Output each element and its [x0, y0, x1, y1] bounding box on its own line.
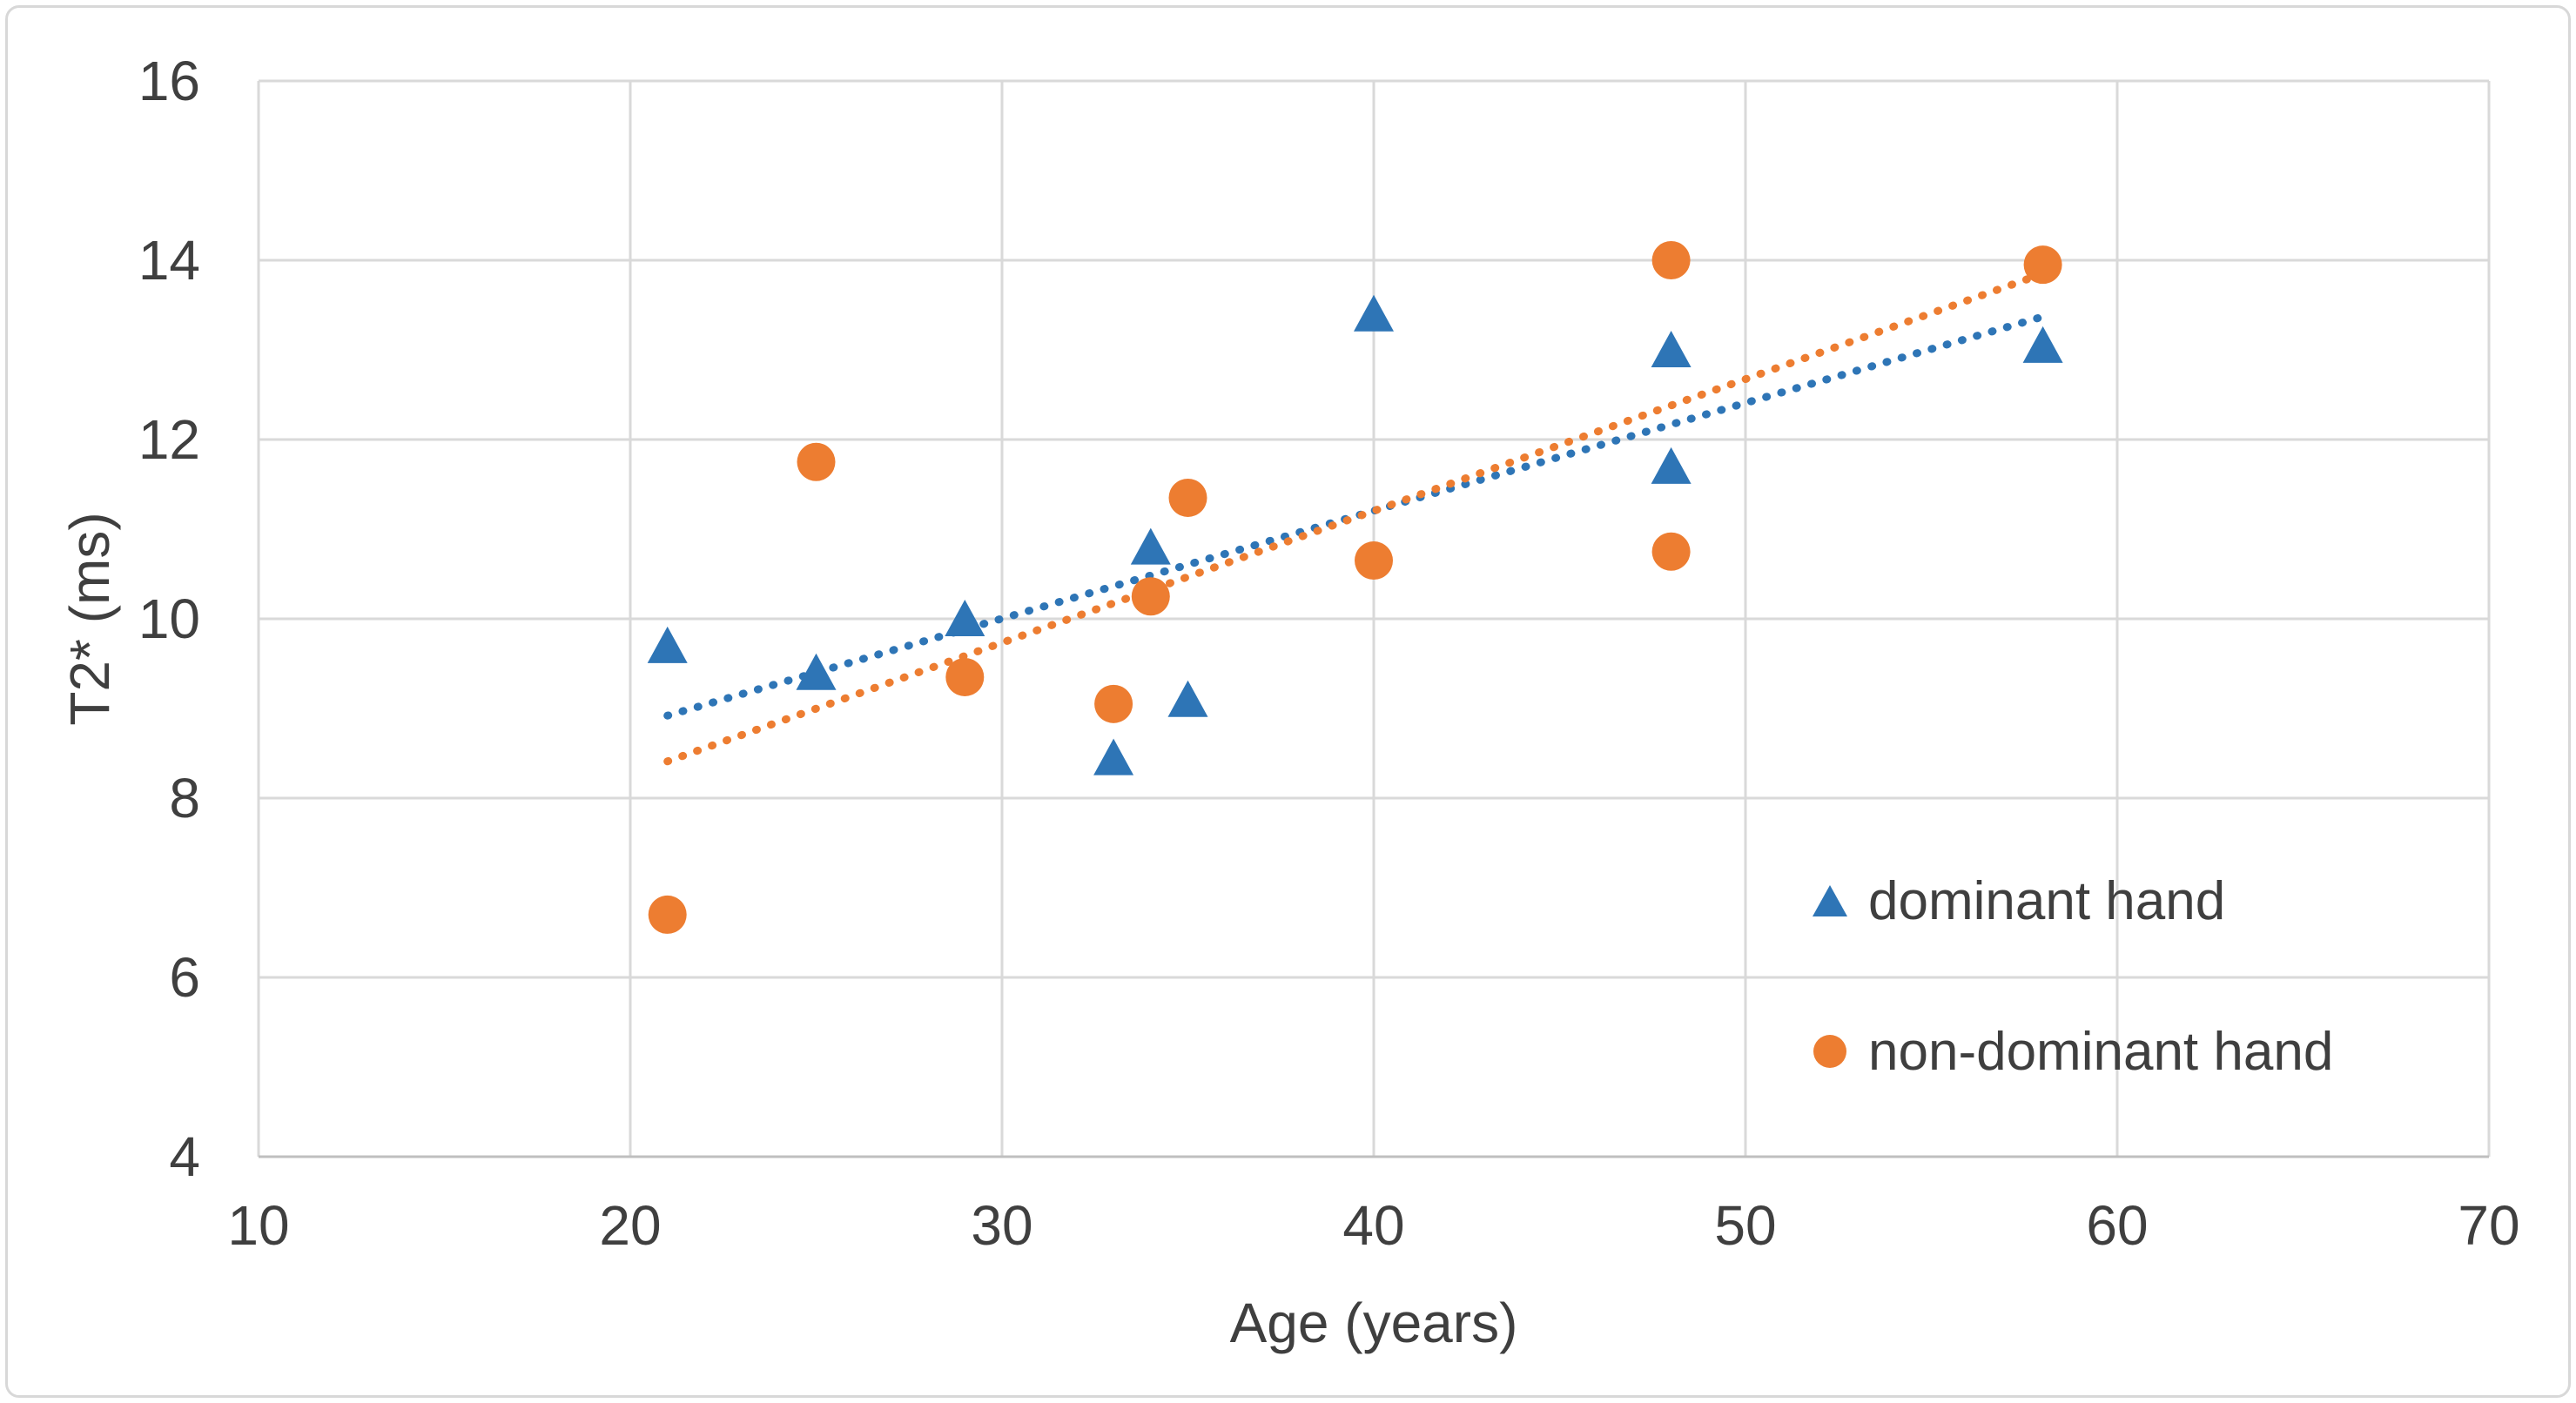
- x-tick-label-10: 10: [227, 1194, 290, 1257]
- marker-dominant-hand-5: [1167, 680, 1208, 717]
- marker-dominant-hand-8: [1651, 331, 1692, 367]
- y-tick-label-14: 14: [138, 229, 200, 292]
- legend-triangle-shape: [1813, 885, 1847, 916]
- marker-dominant-hand-0: [647, 626, 688, 663]
- marker-non-dominant-hand-8: [1651, 241, 1691, 279]
- legend-item-dominant-hand: dominant hand: [1809, 866, 2225, 936]
- marker-non-dominant-hand-0: [648, 895, 687, 934]
- marker-non-dominant-hand-5: [1168, 478, 1207, 517]
- marker-non-dominant-hand-9: [2023, 245, 2062, 285]
- marker-dominant-hand-2: [945, 600, 985, 636]
- x-tick-label-40: 40: [1342, 1194, 1405, 1257]
- x-tick-label-50: 50: [1714, 1194, 1777, 1257]
- marker-dominant-hand-7: [1651, 446, 1692, 484]
- marker-dominant-hand-1: [796, 653, 837, 690]
- marker-dominant-hand-4: [1130, 527, 1171, 565]
- marker-dominant-hand-6: [1354, 294, 1394, 332]
- legend-label: non-dominant hand: [1868, 1021, 2334, 1082]
- marker-non-dominant-hand-6: [1355, 541, 1393, 581]
- x-tick-label-20: 20: [599, 1194, 662, 1257]
- trendline-non-dominant-hand: [663, 269, 2048, 766]
- marker-non-dominant-hand-7: [1651, 532, 1691, 571]
- trendline-dominant-hand: [663, 312, 2048, 720]
- y-tick-label-8: 8: [169, 767, 200, 829]
- x-tick-label-60: 60: [2086, 1194, 2149, 1257]
- y-tick-label-12: 12: [138, 408, 200, 471]
- marker-non-dominant-hand-1: [797, 442, 836, 481]
- x-tick-label-30: 30: [971, 1194, 1033, 1257]
- y-tick-label-16: 16: [138, 50, 200, 112]
- marker-dominant-hand-9: [2022, 326, 2063, 363]
- legend-label: dominant hand: [1868, 870, 2226, 931]
- marker-non-dominant-hand-2: [945, 657, 985, 696]
- figure-border: [5, 5, 2571, 1398]
- triangle-icon: [1813, 885, 1847, 916]
- marker-dominant-hand-3: [1093, 738, 1134, 775]
- marker-non-dominant-hand-4: [1131, 577, 1170, 616]
- y-tick-label-4: 4: [169, 1125, 200, 1188]
- y-axis-title: T2* (ms): [58, 512, 121, 726]
- circle-icon: [1813, 1035, 1846, 1068]
- marker-non-dominant-hand-3: [1094, 684, 1133, 723]
- x-axis-title: Age (years): [1229, 1292, 1518, 1354]
- legend-item-non-dominant-hand: non-dominant hand: [1809, 1017, 2333, 1086]
- x-tick-label-70: 70: [2458, 1194, 2520, 1257]
- y-tick-label-10: 10: [138, 587, 200, 650]
- y-tick-label-6: 6: [169, 946, 200, 1009]
- legend-circle-shape: [1813, 1035, 1846, 1068]
